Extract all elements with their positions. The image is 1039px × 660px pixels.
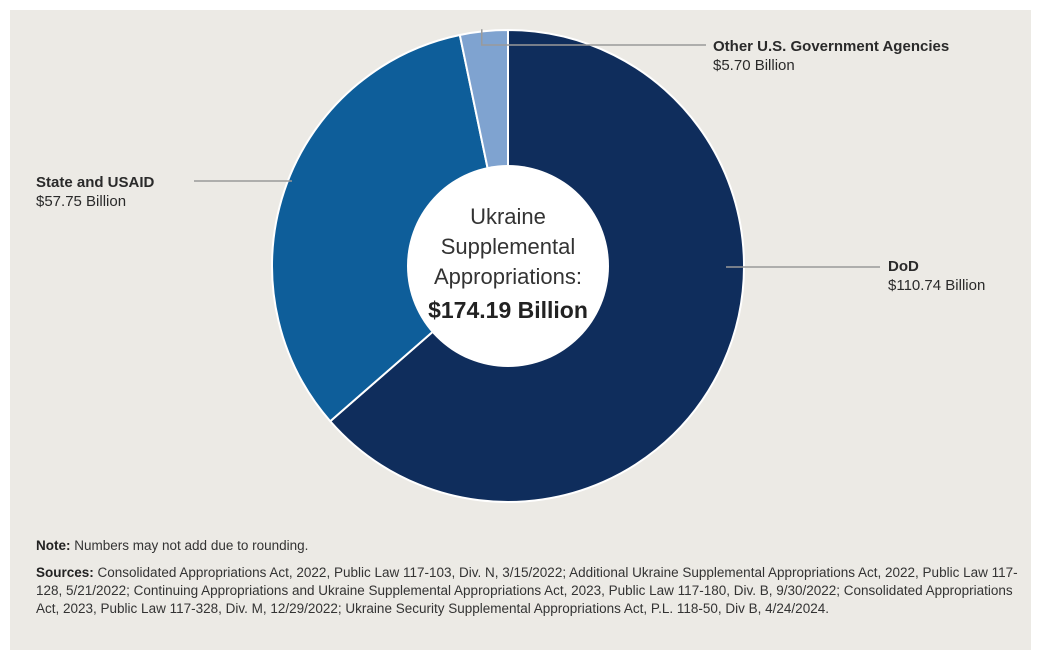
center-line-3: Appropriations: <box>434 264 582 289</box>
center-line-2: Supplemental <box>440 234 576 259</box>
slice-name: DoD <box>888 258 919 275</box>
slice-label-other-agencies: Other U.S. Government Agencies $5.70 Bil… <box>713 37 949 75</box>
center-line-1: Ukraine <box>470 204 546 229</box>
sources-line: Sources: Consolidated Appropriations Act… <box>36 564 1036 618</box>
slice-name: Other U.S. Government Agencies <box>713 38 950 55</box>
note-line: Note: Numbers may not add due to roundin… <box>36 537 1036 555</box>
sources-text: Consolidated Appropriations Act, 2022, P… <box>36 565 1018 616</box>
slice-name: State and USAID <box>36 174 155 191</box>
slice-label-dod: DoD $110.74 Billion <box>888 257 985 295</box>
slice-label-state-usaid: State and USAID $57.75 Billion <box>36 173 154 211</box>
slice-value: $57.75 Billion <box>36 193 127 210</box>
donut-chart <box>194 28 880 503</box>
note-text: Numbers may not add due to rounding. <box>70 538 309 553</box>
slice-value: $5.70 Billion <box>713 57 795 74</box>
center-total: $174.19 Billion <box>428 297 588 323</box>
sources-label: Sources: <box>36 565 94 580</box>
slice-state-usaid <box>271 33 510 423</box>
note-label: Note: <box>36 538 71 553</box>
notes-section: Note: Numbers may not add due to roundin… <box>36 537 1036 627</box>
center-label: Ukraine Supplemental Appropriations: $17… <box>398 202 618 325</box>
slice-value: $110.74 Billion <box>888 277 986 294</box>
leader-line-other-agencies <box>481 29 706 46</box>
chart-panel: Other U.S. Government Agencies $5.70 Bil… <box>10 10 1031 650</box>
